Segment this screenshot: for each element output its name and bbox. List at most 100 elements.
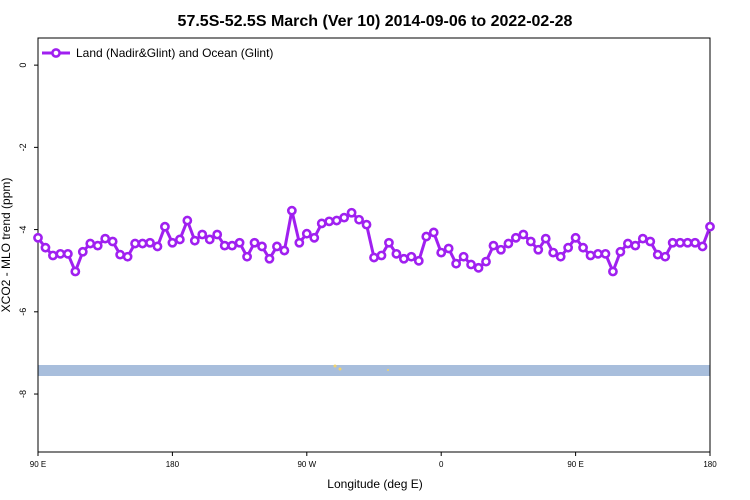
point xyxy=(481,256,491,267)
point xyxy=(697,241,708,252)
point xyxy=(264,253,275,264)
point xyxy=(294,237,305,248)
point xyxy=(227,240,238,251)
point xyxy=(421,231,432,242)
point xyxy=(652,249,663,260)
point xyxy=(406,251,417,262)
point xyxy=(376,250,387,261)
point xyxy=(645,236,656,247)
point xyxy=(525,236,536,247)
point xyxy=(705,221,715,232)
point xyxy=(398,253,409,264)
point xyxy=(122,251,133,262)
point xyxy=(107,236,118,247)
x-axis-label: Longitude (deg E) xyxy=(327,477,422,491)
point xyxy=(33,232,43,243)
point xyxy=(570,232,581,243)
land-strip xyxy=(38,365,710,376)
point xyxy=(301,228,312,239)
legend-marker xyxy=(51,48,61,58)
y-tick-label: -6 xyxy=(18,308,28,316)
point xyxy=(585,250,596,261)
point xyxy=(384,237,394,248)
point xyxy=(600,248,611,259)
point xyxy=(189,235,200,246)
point xyxy=(428,227,439,238)
point xyxy=(92,240,103,251)
point xyxy=(667,237,678,248)
point xyxy=(77,246,88,257)
point xyxy=(212,229,223,240)
point xyxy=(272,241,282,252)
point xyxy=(488,240,499,251)
point xyxy=(100,233,111,244)
point xyxy=(369,252,379,263)
point xyxy=(62,248,73,259)
land-dot xyxy=(338,367,342,371)
point xyxy=(496,244,506,255)
point xyxy=(152,241,163,252)
point xyxy=(219,240,230,251)
point xyxy=(204,234,215,245)
point xyxy=(309,232,320,243)
point xyxy=(518,229,529,240)
y-tick-label: -8 xyxy=(18,390,28,398)
point xyxy=(257,241,267,252)
y-tick-label: -2 xyxy=(18,143,28,151)
y-tick-label: 0 xyxy=(18,63,28,68)
point xyxy=(503,238,514,249)
point xyxy=(316,218,327,229)
point xyxy=(563,242,574,253)
point xyxy=(249,237,260,248)
point xyxy=(40,242,51,253)
point xyxy=(361,219,372,230)
point xyxy=(331,215,342,226)
point xyxy=(466,259,476,270)
point xyxy=(70,266,81,277)
point xyxy=(85,238,96,249)
point xyxy=(436,247,447,258)
land-dot xyxy=(333,364,337,368)
point xyxy=(339,212,350,223)
point xyxy=(540,233,551,244)
x-tick-label: 90 E xyxy=(30,460,46,469)
point xyxy=(615,246,626,257)
point xyxy=(182,215,193,226)
point xyxy=(622,238,633,249)
point xyxy=(167,237,178,248)
chart-title: 57.5S-52.5S March (Ver 10) 2014-09-06 to… xyxy=(178,13,573,30)
point xyxy=(234,237,245,248)
point xyxy=(346,207,357,218)
point xyxy=(660,251,671,262)
x-tick-label: 180 xyxy=(703,460,717,469)
point xyxy=(555,251,566,262)
y-tick-label: -4 xyxy=(18,226,28,234)
point xyxy=(279,245,290,256)
x-tick-label: 0 xyxy=(439,460,444,469)
point xyxy=(145,237,155,248)
point xyxy=(443,243,454,254)
point xyxy=(55,248,66,259)
point xyxy=(458,251,469,262)
point xyxy=(242,251,252,262)
point xyxy=(174,234,185,245)
land-dot xyxy=(387,369,389,371)
y-axis-label: XCO2 - MLO trend (ppm) xyxy=(0,178,13,313)
point xyxy=(130,238,140,249)
point xyxy=(578,242,588,253)
point xyxy=(675,237,686,248)
point xyxy=(160,221,170,232)
point xyxy=(548,247,559,258)
point xyxy=(324,216,335,227)
point xyxy=(637,233,648,244)
point xyxy=(473,262,484,273)
point xyxy=(354,214,364,225)
point xyxy=(682,237,693,248)
point xyxy=(510,232,521,243)
point xyxy=(48,250,58,261)
point xyxy=(391,248,402,259)
x-tick-label: 180 xyxy=(166,460,180,469)
x-tick-label: 90 W xyxy=(297,460,316,469)
point xyxy=(286,205,297,216)
